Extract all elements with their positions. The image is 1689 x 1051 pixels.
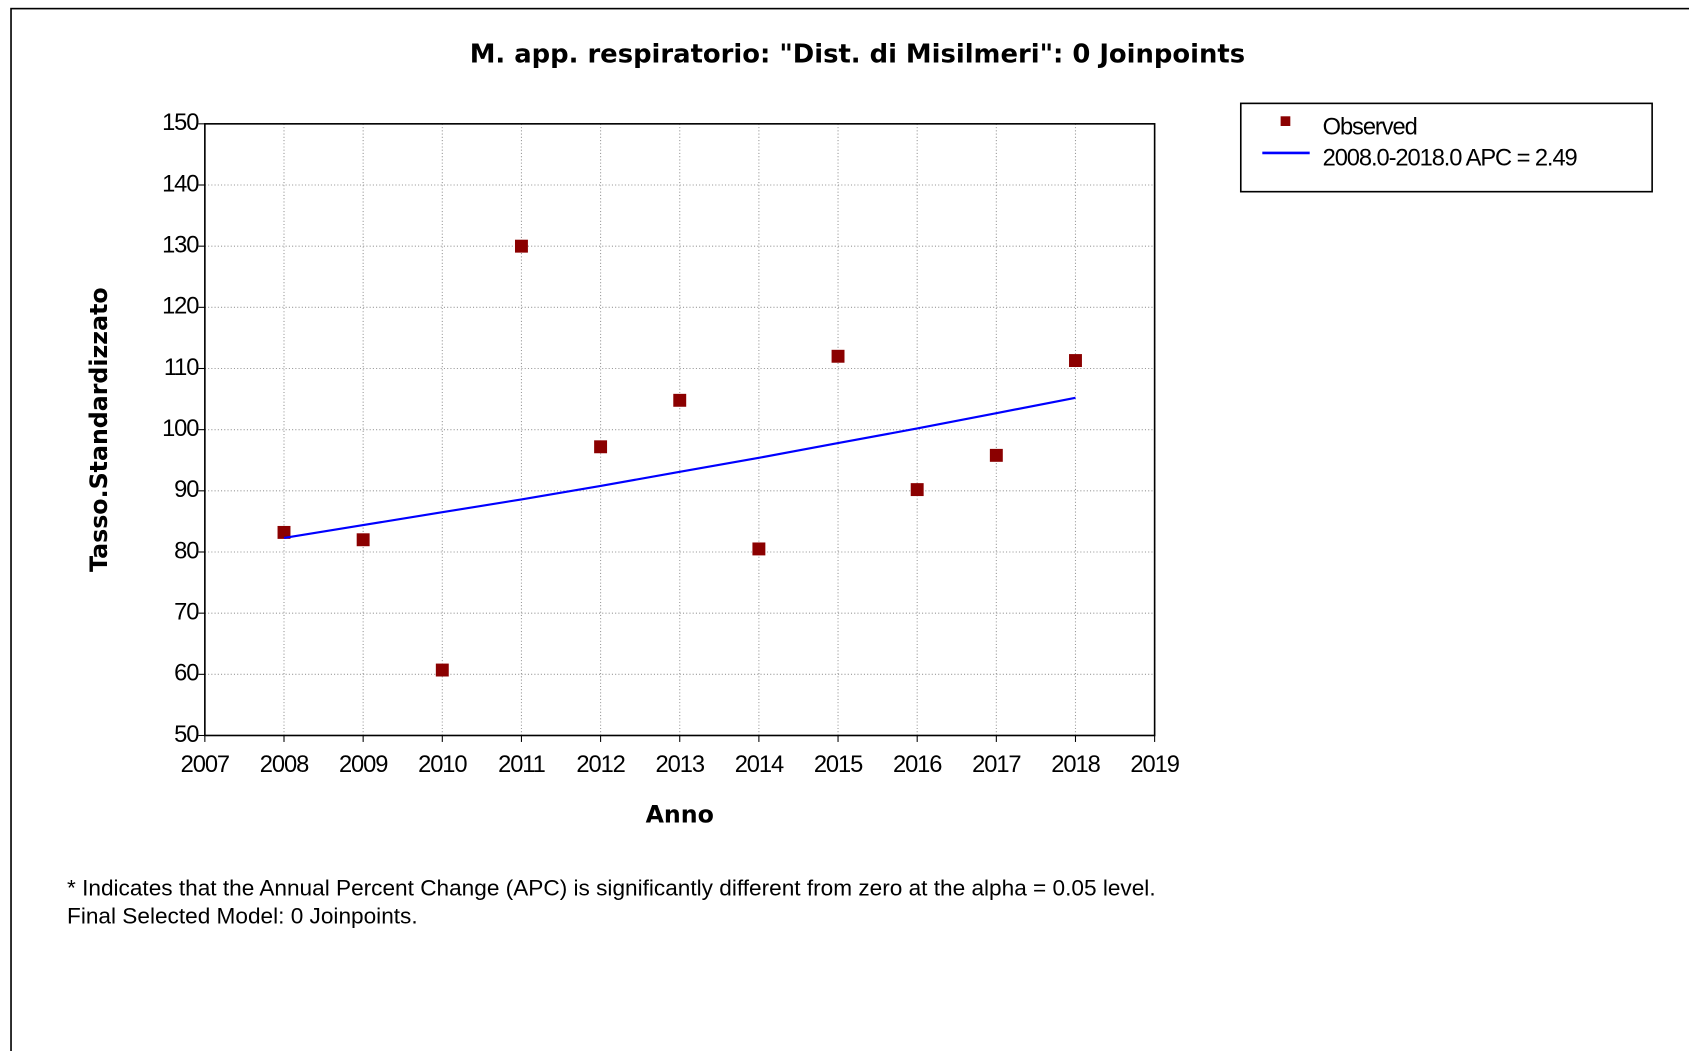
y-tick-label: 150: [162, 110, 199, 136]
x-tick-label: 2012: [576, 752, 624, 778]
y-tick-label: 100: [162, 416, 199, 442]
x-tick-label: 2019: [1130, 752, 1179, 778]
fit-line: [283, 396, 1076, 539]
legend-marker: [1280, 116, 1291, 126]
x-tick-label: 2018: [1051, 752, 1100, 778]
x-tick-label: 2015: [814, 752, 863, 778]
y-axis-label: Tasso.Standardizzato: [85, 287, 113, 572]
plot-border: [204, 123, 1156, 737]
y-tick-label: 140: [162, 171, 199, 197]
y-tick-label: 80: [174, 538, 199, 564]
x-tick-label: 2017: [972, 752, 1020, 778]
point: [356, 533, 370, 547]
point: [752, 542, 766, 556]
y-tick-label: 70: [174, 599, 199, 625]
x-tick-label: 2013: [656, 752, 705, 778]
y-tick-label: 50: [174, 722, 199, 748]
frame: [10, 7, 1689, 1051]
x-axis-label: Anno: [646, 801, 714, 829]
y-tick-label: 90: [174, 477, 199, 503]
legend-label: Observed: [1323, 114, 1417, 140]
x-tick-label: 2016: [893, 752, 942, 778]
point: [673, 393, 687, 407]
y-tick-label: 120: [162, 294, 199, 320]
footnote: * Indicates that the Annual Percent Chan…: [67, 875, 1156, 900]
x-tick-label: 2009: [339, 752, 388, 778]
x-tick-label: 2007: [181, 752, 229, 778]
x-tick-label: 2014: [735, 752, 784, 778]
point: [910, 483, 924, 497]
point: [277, 525, 291, 539]
footnote: Final Selected Model: 0 Joinpoints.: [67, 903, 418, 928]
point: [831, 349, 845, 363]
point: [435, 663, 449, 677]
legend-label: 2008.0-2018.0 APC = 2.49: [1323, 146, 1578, 172]
x-tick-label: 2008: [260, 752, 309, 778]
point: [594, 440, 608, 454]
point: [989, 448, 1003, 462]
x-tick-label: 2010: [418, 752, 467, 778]
y-tick-label: 110: [164, 355, 199, 381]
chart-title: M. app. respiratorio: "Dist. di Misilmer…: [470, 39, 1245, 69]
x-tick-label: 2011: [498, 752, 546, 778]
point: [1069, 354, 1082, 368]
legend: [1239, 102, 1653, 193]
y-tick-label: 60: [174, 661, 199, 687]
y-tick-label: 130: [162, 232, 199, 258]
point: [514, 239, 528, 253]
